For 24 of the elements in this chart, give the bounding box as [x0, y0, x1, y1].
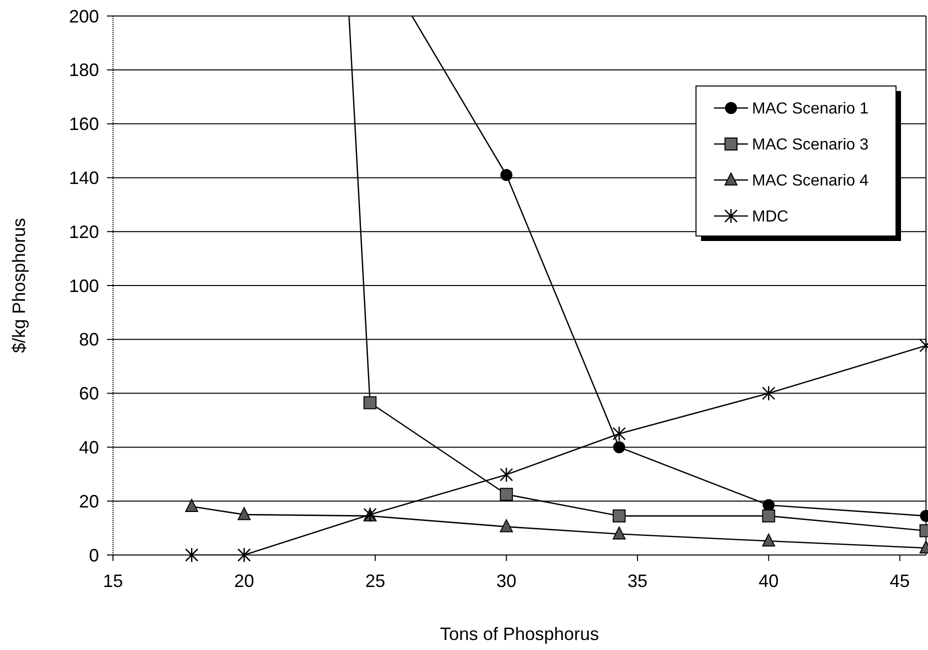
x-axis-title: Tons of Phosphorus — [440, 624, 600, 644]
y-tick-label: 120 — [68, 222, 99, 242]
x-tick-label: 40 — [758, 571, 779, 591]
y-tick-label: 80 — [78, 330, 99, 350]
legend-label: MDC — [752, 208, 788, 226]
x-tick-label: 15 — [102, 571, 124, 591]
y-tick-label: 200 — [68, 6, 99, 26]
y-tick-label: 100 — [68, 276, 99, 296]
y-tick-label: 0 — [88, 545, 99, 566]
x-tick-label: 20 — [234, 571, 254, 591]
y-tick-label: 60 — [78, 384, 99, 404]
x-tick-label: 45 — [890, 571, 910, 591]
legend-label: MAC Scenario 3 — [752, 136, 869, 154]
legend-label: MAC Scenario 1 — [752, 100, 869, 118]
x-tick-label: 35 — [628, 571, 648, 591]
y-tick-label: 160 — [68, 114, 99, 134]
y-tick-label: 180 — [68, 60, 99, 80]
x-tick-label: 25 — [365, 571, 386, 591]
y-axis-title: $/kg Phosphorus — [9, 218, 29, 354]
y-tick-label: 140 — [68, 168, 99, 188]
legend-label: MAC Scenario 4 — [752, 172, 869, 190]
y-tick-label: 40 — [78, 438, 99, 458]
y-tick-label: 20 — [78, 491, 99, 512]
x-tick-label: 30 — [496, 571, 516, 591]
